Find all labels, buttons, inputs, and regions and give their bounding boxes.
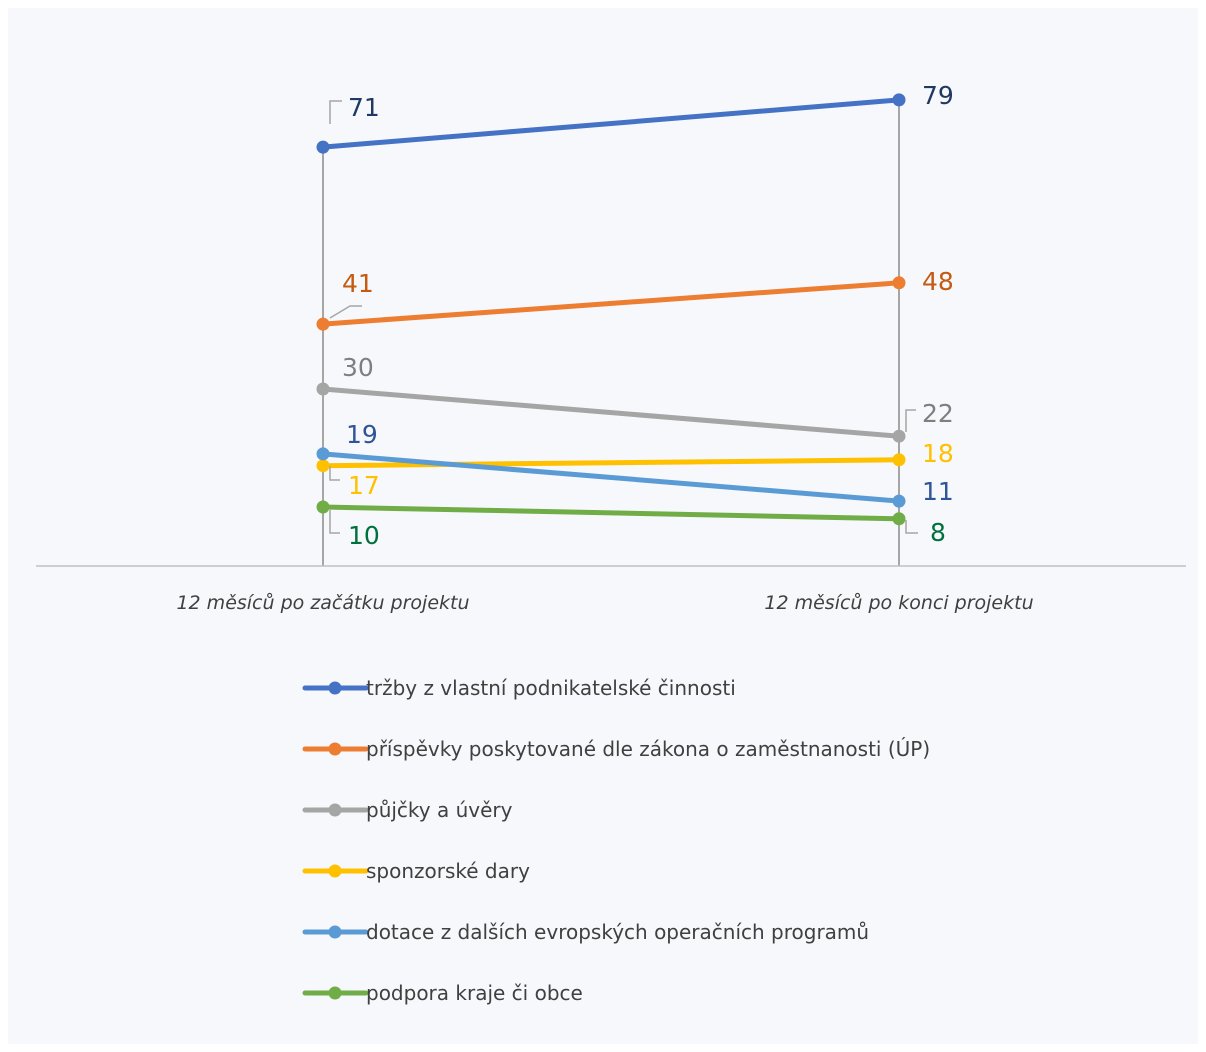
legend-item: podpora kraje či obce <box>302 981 583 1005</box>
data-label: 30 <box>342 353 374 382</box>
series-line <box>320 386 902 439</box>
series-lines <box>320 97 902 522</box>
legend-item: tržby z vlastní podnikatelské činnosti <box>302 676 736 700</box>
data-point <box>892 276 906 290</box>
leader-line <box>329 305 362 319</box>
legend-item: dotace z dalších evropských operačních p… <box>302 920 869 944</box>
legend-swatch-marker <box>328 864 342 878</box>
leader-line <box>329 100 342 124</box>
legend-swatch-marker <box>328 803 342 817</box>
data-point <box>316 317 330 331</box>
legend-label: sponzorské dary <box>366 859 530 883</box>
data-label: 18 <box>922 439 954 468</box>
series-line <box>320 280 902 327</box>
series-line <box>320 457 902 469</box>
data-point <box>316 140 330 154</box>
data-label: 8 <box>930 518 946 547</box>
legend-label: tržby z vlastní podnikatelské činnosti <box>366 676 736 700</box>
leader-line <box>905 409 916 432</box>
category-label: 12 měsíců po začátku projektu <box>176 592 469 614</box>
drop-lines <box>322 99 900 566</box>
data-label: 71 <box>348 93 380 122</box>
legend-item: příspěvky poskytované dle zákona o zaměs… <box>302 737 930 761</box>
data-label: 10 <box>348 521 380 550</box>
value-labels: 71 79 41 48 30 22 17 18 19 11 10 8 <box>342 81 954 550</box>
category-labels: 12 měsíců po začátku projektu 12 měsíců p… <box>176 592 1033 614</box>
leader-line <box>329 510 340 534</box>
legend-swatch-marker <box>328 925 342 939</box>
data-label: 17 <box>348 471 380 500</box>
legend: tržby z vlastní podnikatelské činnosti př… <box>302 676 930 1005</box>
data-point <box>316 500 330 514</box>
legend-label: podpora kraje či obce <box>366 981 583 1005</box>
legend-label: příspěvky poskytované dle zákona o zaměs… <box>366 737 930 761</box>
series-markers <box>316 93 906 526</box>
leader-line <box>329 466 340 481</box>
legend-item: půjčky a úvěry <box>302 798 513 822</box>
legend-item: sponzorské dary <box>302 859 530 883</box>
legend-label: půjčky a úvěry <box>366 798 513 822</box>
data-point <box>316 459 330 473</box>
data-label: 41 <box>342 269 374 298</box>
legend-label: dotace z dalších evropských operačních p… <box>366 920 869 944</box>
data-label: 48 <box>922 267 954 296</box>
data-label: 19 <box>346 420 378 449</box>
chart-area <box>8 8 1198 1044</box>
leader-line <box>905 520 918 534</box>
data-point <box>316 382 330 396</box>
data-point <box>892 429 906 443</box>
legend-swatch-marker <box>328 986 342 1000</box>
data-label: 11 <box>922 477 954 506</box>
series-line <box>320 504 902 522</box>
data-point <box>316 447 330 461</box>
label-leader-lines <box>329 100 918 534</box>
data-point <box>892 93 906 107</box>
category-label: 12 měsíců po konci projektu <box>764 592 1033 614</box>
data-label: 22 <box>922 399 954 428</box>
series-line <box>320 97 902 150</box>
data-point <box>892 453 906 467</box>
data-point <box>892 512 906 526</box>
data-label: 79 <box>922 81 954 110</box>
data-point <box>892 494 906 508</box>
series-line <box>320 451 902 504</box>
legend-swatch-marker <box>328 681 342 695</box>
legend-swatch-marker <box>328 742 342 756</box>
